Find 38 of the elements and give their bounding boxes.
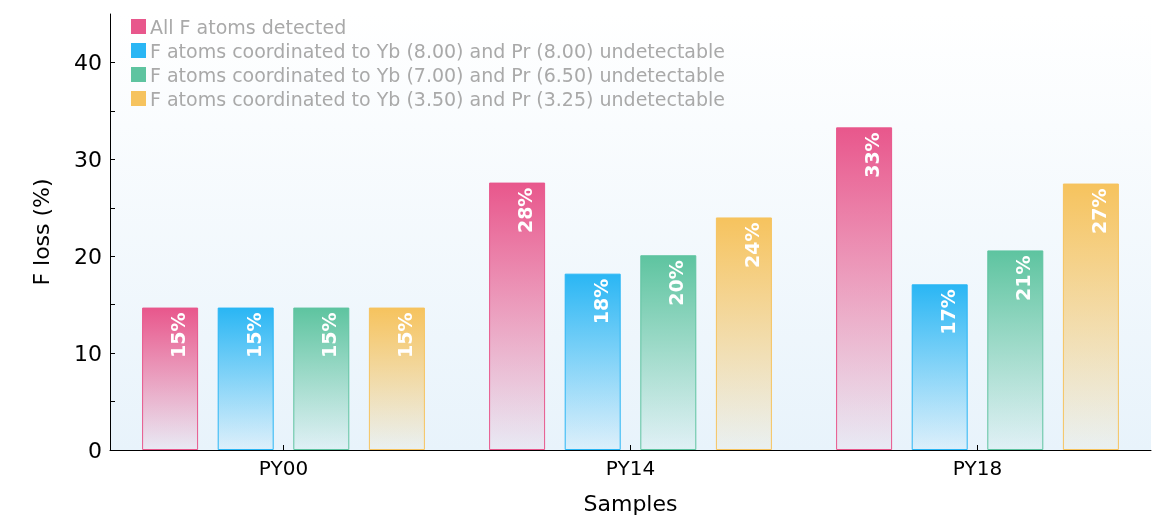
y-tick-label: 0 [88, 437, 102, 463]
y-tick-label: 10 [74, 340, 102, 366]
legend-label: F atoms coordinated to Yb (8.00) and Pr (8.00) undetectable [150, 39, 726, 62]
legend-label: F atoms coordinated to Yb (7.00) and Pr (6.50) undetectable [150, 63, 726, 86]
bar [489, 182, 546, 450]
legend-label: F atoms coordinated to Yb (3.50) and Pr (3.25) undetectable [150, 87, 726, 110]
bar [987, 250, 1044, 450]
data-label: 27% [1087, 188, 1110, 235]
y-tick-label: 40 [74, 49, 102, 75]
x-tick-label: PY18 [952, 456, 1003, 480]
data-label: 33% [861, 132, 884, 178]
bar [142, 307, 199, 450]
y-tick-label: 30 [74, 146, 102, 172]
bar [1062, 183, 1119, 450]
bar [911, 284, 968, 450]
data-label: 15% [242, 312, 265, 359]
data-label: 18% [589, 278, 612, 325]
bar [293, 307, 350, 450]
bar [640, 255, 697, 450]
data-label: 24% [740, 222, 763, 268]
x-tick-label: PY00 [258, 456, 309, 480]
data-label: 15% [167, 312, 190, 359]
bar [715, 217, 772, 450]
x-tick-label: PY14 [605, 456, 656, 480]
legend-label: All F atoms detected [150, 15, 347, 38]
y-axis-title: F loss (%) [28, 178, 54, 286]
data-label: 21% [1012, 255, 1035, 301]
y-tick-label: 20 [74, 243, 102, 269]
x-axis-title: Samples [583, 490, 678, 516]
data-label: 15% [318, 312, 341, 359]
bar [564, 273, 621, 450]
data-label: 28% [514, 187, 537, 234]
data-label: 20% [665, 260, 688, 306]
data-label: 15% [393, 312, 416, 359]
bar [217, 307, 274, 450]
bar [368, 307, 425, 450]
bar [836, 127, 893, 450]
data-label: 17% [936, 289, 959, 335]
